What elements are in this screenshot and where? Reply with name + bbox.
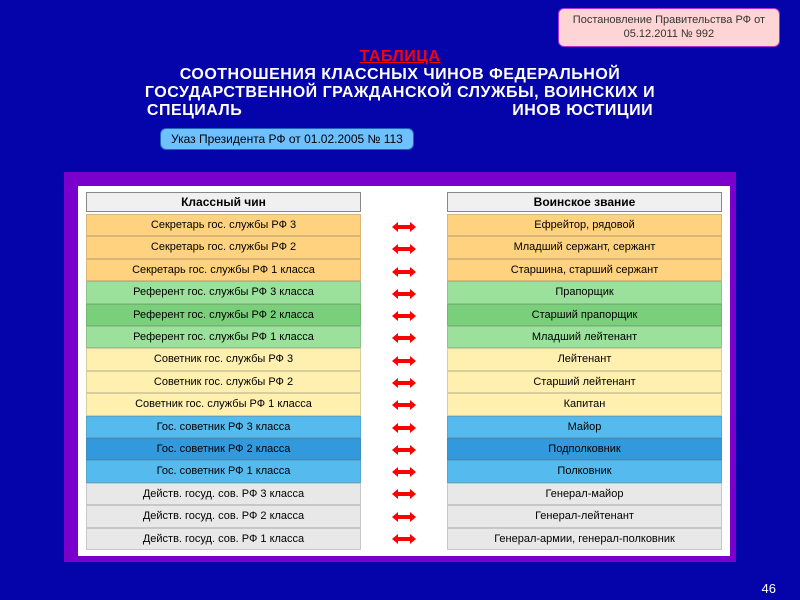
table-row: Старший лейтенант (447, 371, 722, 393)
table-row: Референт гос. службы РФ 3 класса (86, 281, 361, 303)
table-row: Референт гос. службы РФ 2 класса (86, 304, 361, 326)
table-row: Старшина, старший сержант (447, 259, 722, 281)
title-line3a: СПЕЦИАЛЬ (147, 102, 242, 119)
table-row: Генерал-майор (447, 483, 722, 505)
notice-line2: 05.12.2011 № 992 (573, 27, 765, 41)
notice-postanovlenie: Постановление Правительства РФ от 05.12.… (558, 8, 780, 47)
page-number: 46 (762, 581, 776, 596)
title-line2: ГОСУДАРСТВЕННОЙ ГРАЖДАНСКОЙ СЛУЖБЫ, ВОИН… (0, 84, 800, 102)
table-row: Майор (447, 416, 722, 438)
double-arrow-icon (391, 372, 417, 394)
double-arrow-icon (391, 238, 417, 260)
right-column: Воинское звание Ефрейтор, рядовойМладший… (447, 192, 722, 550)
table-row: Старший прапорщик (447, 304, 722, 326)
table-row: Действ. госуд. сов. РФ 1 класса (86, 528, 361, 550)
table-row: Советник гос. службы РФ 2 (86, 371, 361, 393)
double-arrow-icon (391, 461, 417, 483)
table-row: Лейтенант (447, 348, 722, 370)
table-row: Советник гос. службы РФ 3 (86, 348, 361, 370)
table-row: Гос. советник РФ 3 класса (86, 416, 361, 438)
table-row: Прапорщик (447, 281, 722, 303)
double-arrow-icon (391, 439, 417, 461)
title-line3b: ИНОВ ЮСТИЦИИ (512, 102, 653, 119)
left-column-header: Классный чин (86, 192, 361, 212)
table-row: Младший лейтенант (447, 326, 722, 348)
table-row: Референт гос. службы РФ 1 класса (86, 326, 361, 348)
table-row: Гос. советник РФ 1 класса (86, 460, 361, 482)
right-column-header: Воинское звание (447, 192, 722, 212)
title-block: ТАБЛИЦА СООТНОШЕНИЯ КЛАССНЫХ ЧИНОВ ФЕДЕР… (0, 48, 800, 120)
table-row: Действ. госуд. сов. РФ 3 класса (86, 483, 361, 505)
correspondence-table: Классный чин Секретарь гос. службы РФ 3С… (64, 172, 736, 562)
double-arrow-icon (391, 261, 417, 283)
table-row: Гос. советник РФ 2 класса (86, 438, 361, 460)
double-arrow-icon (391, 416, 417, 438)
table-row: Ефрейтор, рядовой (447, 214, 722, 236)
table-row: Секретарь гос. службы РФ 1 класса (86, 259, 361, 281)
table-row: Секретарь гос. службы РФ 3 (86, 214, 361, 236)
table-row: Генерал-армии, генерал-полковник (447, 528, 722, 550)
table-row: Секретарь гос. службы РФ 2 (86, 236, 361, 258)
table-row: Действ. госуд. сов. РФ 2 класса (86, 505, 361, 527)
title-word: ТАБЛИЦА (360, 48, 441, 65)
table-row: Младший сержант, сержант (447, 236, 722, 258)
double-arrow-icon (391, 483, 417, 505)
double-arrow-icon (391, 305, 417, 327)
double-arrow-icon (391, 505, 417, 527)
double-arrow-icon (391, 283, 417, 305)
double-arrow-icon (391, 327, 417, 349)
table-row: Генерал-лейтенант (447, 505, 722, 527)
notice-line1: Постановление Правительства РФ от (573, 13, 765, 27)
table-row: Советник гос. службы РФ 1 класса (86, 393, 361, 415)
double-arrow-icon (391, 394, 417, 416)
table-row: Капитан (447, 393, 722, 415)
table-row: Подполковник (447, 438, 722, 460)
double-arrow-icon (391, 528, 417, 550)
notice-ukaz: Указ Президента РФ от 01.02.2005 № 113 (160, 128, 414, 150)
double-arrow-icon (391, 216, 417, 238)
table-row: Полковник (447, 460, 722, 482)
double-arrow-icon (391, 350, 417, 372)
arrows-column (391, 192, 417, 550)
title-line1: СООТНОШЕНИЯ КЛАССНЫХ ЧИНОВ ФЕДЕРАЛЬНОЙ (0, 66, 800, 84)
left-column: Классный чин Секретарь гос. службы РФ 3С… (86, 192, 361, 550)
